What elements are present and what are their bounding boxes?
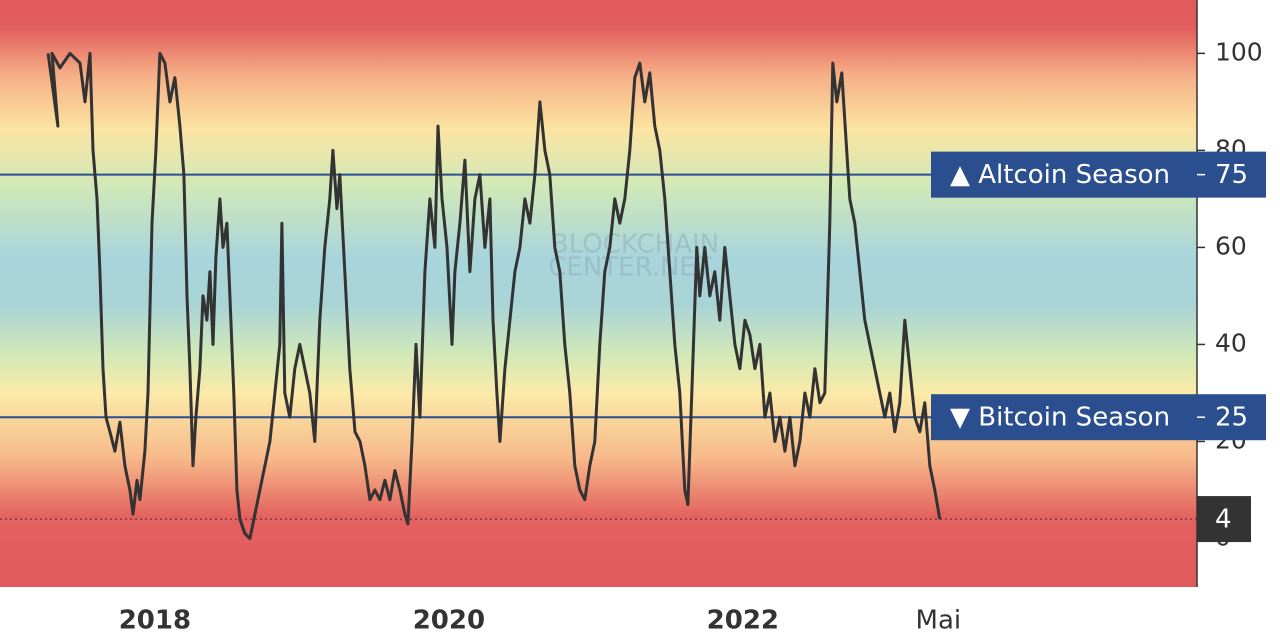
reference-box <box>931 394 1266 441</box>
x-tick-label: 2022 <box>707 606 779 636</box>
reference-value: 25 <box>1215 403 1248 433</box>
x-tick-label: Mai <box>916 606 962 636</box>
reference-label: ▼ Bitcoin Season <box>950 403 1170 433</box>
reference-label: ▲ Altcoin Season <box>950 160 1170 190</box>
watermark: CENTER.NET <box>548 253 712 283</box>
current-value-label: 4 <box>1215 505 1232 535</box>
plot-background <box>0 0 1197 587</box>
x-tick-label: 2018 <box>119 606 191 636</box>
y-tick-label: 100 <box>1215 37 1263 66</box>
y-tick-label: 40 <box>1215 328 1247 357</box>
y-tick-label: 60 <box>1215 231 1247 260</box>
x-tick-label: 2020 <box>413 606 485 636</box>
reference-box <box>931 151 1266 198</box>
reference-value: 75 <box>1215 160 1248 190</box>
axis-background <box>1197 0 1280 587</box>
series-line <box>46 51 942 540</box>
current-value-box <box>1197 496 1251 543</box>
watermark: BLOCKCHAIN <box>551 230 719 260</box>
